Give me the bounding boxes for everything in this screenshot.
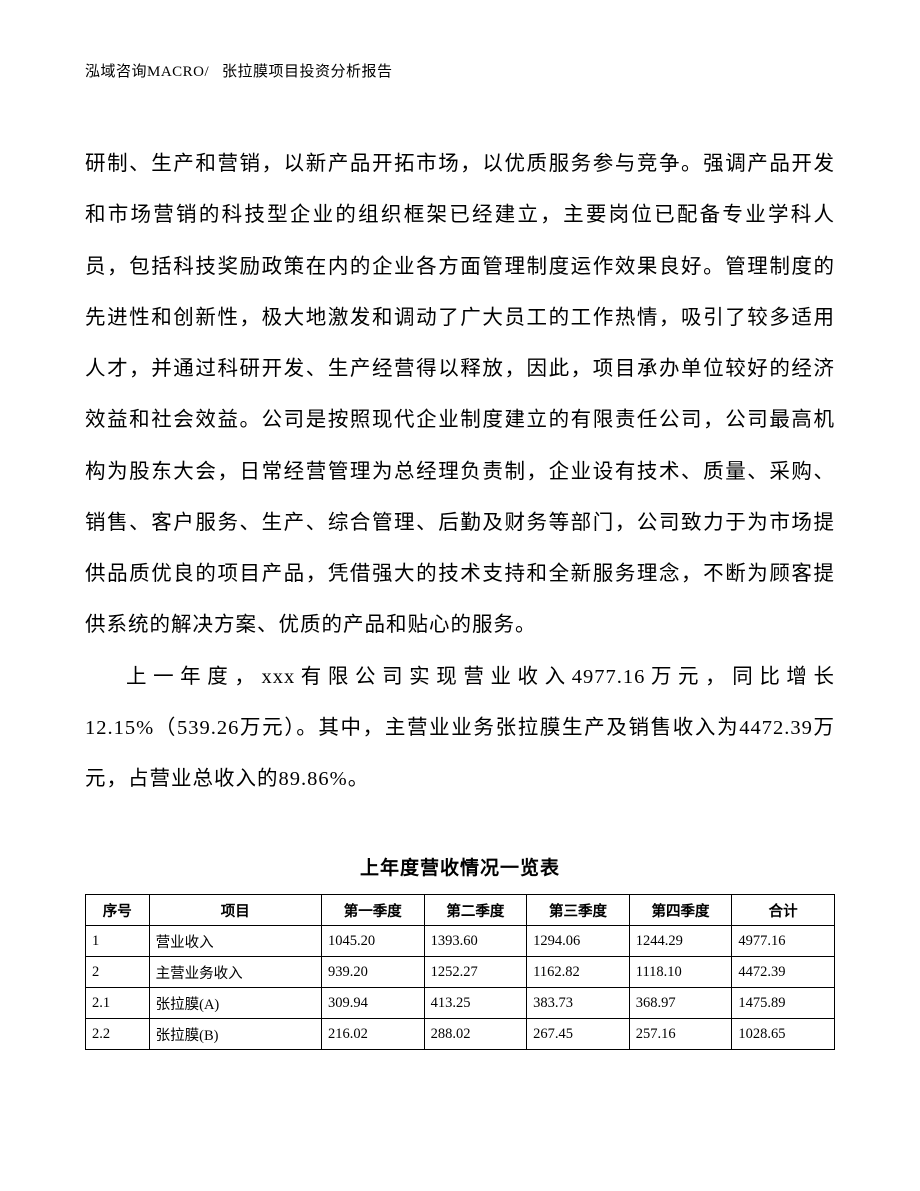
cell-q4: 368.97: [629, 988, 732, 1019]
table-row: 2.2 张拉膜(B) 216.02 288.02 267.45 257.16 1…: [86, 1019, 835, 1050]
cell-index: 2: [86, 957, 150, 988]
cell-q2: 288.02: [424, 1019, 527, 1050]
cell-item: 营业收入: [149, 926, 321, 957]
document-page: 泓域咨询MACRO/ 张拉膜项目投资分析报告 研制、生产和营销，以新产品开拓市场…: [0, 0, 920, 1191]
paragraph-1: 研制、生产和营销，以新产品开拓市场，以优质服务参与竞争。强调产品开发和市场营销的…: [85, 139, 835, 652]
table-header-row: 序号 项目 第一季度 第二季度 第三季度 第四季度 合计: [86, 895, 835, 926]
header-title: 张拉膜项目投资分析报告: [222, 64, 393, 80]
col-header-q1: 第一季度: [321, 895, 424, 926]
table-row: 1 营业收入 1045.20 1393.60 1294.06 1244.29 4…: [86, 926, 835, 957]
header-company: 泓域咨询MACRO/: [85, 64, 209, 80]
col-header-item: 项目: [149, 895, 321, 926]
cell-q2: 1393.60: [424, 926, 527, 957]
cell-index: 2.1: [86, 988, 150, 1019]
cell-q3: 383.73: [527, 988, 630, 1019]
cell-item: 张拉膜(B): [149, 1019, 321, 1050]
col-header-total: 合计: [732, 895, 835, 926]
table-row: 2 主营业务收入 939.20 1252.27 1162.82 1118.10 …: [86, 957, 835, 988]
cell-q3: 1162.82: [527, 957, 630, 988]
revenue-table: 序号 项目 第一季度 第二季度 第三季度 第四季度 合计 1 营业收入 1045…: [85, 894, 835, 1050]
cell-item: 主营业务收入: [149, 957, 321, 988]
table-row: 2.1 张拉膜(A) 309.94 413.25 383.73 368.97 1…: [86, 988, 835, 1019]
cell-q1: 216.02: [321, 1019, 424, 1050]
cell-item: 张拉膜(A): [149, 988, 321, 1019]
cell-total: 4977.16: [732, 926, 835, 957]
cell-total: 1475.89: [732, 988, 835, 1019]
cell-total: 4472.39: [732, 957, 835, 988]
table-title: 上年度营收情况一览表: [85, 853, 835, 880]
col-header-q2: 第二季度: [424, 895, 527, 926]
cell-q4: 257.16: [629, 1019, 732, 1050]
cell-q1: 1045.20: [321, 926, 424, 957]
cell-q4: 1244.29: [629, 926, 732, 957]
cell-q4: 1118.10: [629, 957, 732, 988]
cell-q1: 939.20: [321, 957, 424, 988]
col-header-q4: 第四季度: [629, 895, 732, 926]
cell-q2: 1252.27: [424, 957, 527, 988]
cell-q2: 413.25: [424, 988, 527, 1019]
page-header: 泓域咨询MACRO/ 张拉膜项目投资分析报告: [85, 60, 835, 81]
cell-total: 1028.65: [732, 1019, 835, 1050]
cell-index: 1: [86, 926, 150, 957]
col-header-index: 序号: [86, 895, 150, 926]
body-text: 研制、生产和营销，以新产品开拓市场，以优质服务参与竞争。强调产品开发和市场营销的…: [85, 139, 835, 805]
col-header-q3: 第三季度: [527, 895, 630, 926]
cell-q1: 309.94: [321, 988, 424, 1019]
cell-index: 2.2: [86, 1019, 150, 1050]
paragraph-2: 上一年度，xxx有限公司实现营业收入4977.16万元，同比增长12.15%（5…: [85, 652, 835, 806]
cell-q3: 267.45: [527, 1019, 630, 1050]
cell-q3: 1294.06: [527, 926, 630, 957]
